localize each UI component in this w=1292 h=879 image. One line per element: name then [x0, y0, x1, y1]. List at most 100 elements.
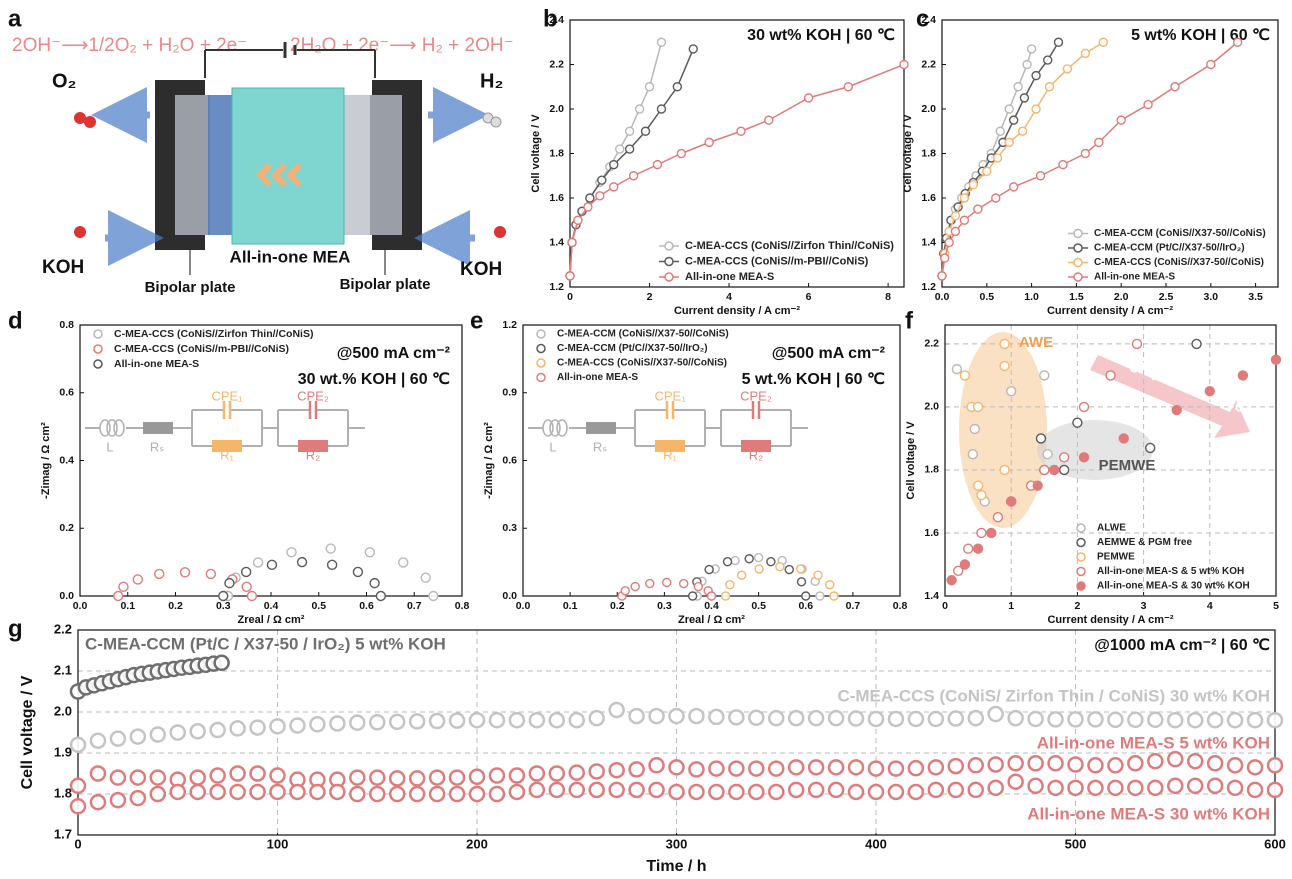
- data-point: [229, 720, 246, 737]
- data-point: [1008, 182, 1019, 192]
- panel-letter: e: [470, 307, 483, 334]
- data-point: [847, 759, 865, 776]
- data-point: [1007, 709, 1024, 727]
- legend-marker: [1076, 537, 1086, 548]
- data-point: [668, 783, 685, 801]
- x-tick-label: 1.5: [1069, 291, 1084, 303]
- species-label: H₂: [480, 70, 503, 92]
- data-point: [1013, 82, 1023, 92]
- data-point: [468, 768, 486, 786]
- data-point: [349, 714, 366, 731]
- data-point: [1026, 44, 1037, 54]
- data-point: [947, 781, 965, 799]
- data-point: [132, 574, 143, 585]
- plot-frame: [77, 629, 1276, 836]
- data-point: [807, 709, 825, 727]
- data-point: [1246, 711, 1264, 729]
- molecule: [494, 226, 506, 238]
- data-point: [428, 590, 439, 602]
- data-point: [189, 783, 206, 801]
- data-point: [329, 715, 346, 732]
- x-tick-label: 5: [1273, 600, 1279, 612]
- data-point: [986, 527, 997, 539]
- legend-label: C-MEA-CCS (CoNiS/ Zirfon Thin / CoNiS) 3…: [837, 686, 1270, 705]
- circuit-label: L: [549, 439, 556, 454]
- y-tick-label: 0.9: [502, 387, 517, 399]
- equation: 2H₂O + 2e⁻⟶ H₂ + 2OH⁻: [290, 35, 514, 56]
- data-point: [662, 577, 672, 588]
- data-point: [807, 781, 825, 799]
- panel-letter: c: [916, 5, 929, 32]
- x-tick-label: 600: [1264, 836, 1286, 851]
- data-point: [567, 237, 577, 248]
- resistor: [655, 440, 685, 452]
- data-point: [69, 777, 87, 795]
- y-tick-label: 1.4: [549, 236, 564, 248]
- data-point: [468, 711, 486, 729]
- chart: 0.0 0.2 0.4 0.6 0.8 0.0 0.1 0.2 0.3 0.4 0.5 0.6 0.7 0…: [8, 307, 469, 626]
- data-point: [588, 781, 605, 799]
- data-point: [597, 175, 607, 185]
- data-point: [754, 564, 764, 574]
- panel-letter: g: [8, 615, 23, 642]
- data-point: [240, 566, 252, 578]
- species-label: KOH: [42, 257, 84, 278]
- y-axis-label: Cell voltage / V: [530, 114, 542, 193]
- data-point: [708, 783, 725, 801]
- x-tick-label: 2: [1074, 600, 1080, 612]
- data-point: [369, 714, 386, 731]
- data-point: [768, 760, 785, 777]
- data-point: [768, 783, 785, 801]
- data-point: [867, 710, 885, 728]
- data-point: [693, 581, 704, 592]
- data-point: [959, 370, 971, 381]
- data-point: [1206, 755, 1224, 772]
- plot-frame: [941, 19, 1279, 288]
- data-point: [1266, 781, 1284, 799]
- data-point: [508, 783, 526, 801]
- data-point: [1087, 711, 1104, 728]
- data-point: [565, 271, 575, 281]
- circuit-label: L: [106, 439, 113, 454]
- data-point: [149, 769, 167, 786]
- legend-label: ALWE: [1097, 523, 1126, 534]
- data-point: [967, 448, 979, 460]
- data-point: [999, 464, 1010, 476]
- data-point: [907, 783, 925, 801]
- x-tick-label: 2: [647, 291, 653, 303]
- data-point: [829, 591, 839, 601]
- data-point: [843, 82, 854, 92]
- legend-marker: [1076, 523, 1086, 533]
- data-point: [488, 711, 506, 729]
- data-point: [1031, 104, 1041, 114]
- data-point: [992, 153, 1003, 163]
- legend-marker: [1076, 552, 1086, 562]
- data-point: [687, 591, 698, 601]
- circuit-label: R₁: [220, 447, 234, 462]
- x-tick-label: 0: [942, 600, 948, 612]
- data-point: [1147, 711, 1164, 729]
- data-point: [69, 798, 87, 815]
- data-point: [1171, 404, 1182, 416]
- data-point: [218, 590, 229, 602]
- data-point: [867, 783, 885, 801]
- data-point: [1031, 70, 1041, 81]
- x-tick-label: 3: [1141, 600, 1147, 612]
- x-tick-label: 300: [666, 836, 688, 851]
- y-tick-label: 1.8: [549, 147, 564, 159]
- legend-label: All-in-one MEA-S: [685, 271, 774, 283]
- legend-label: C-MEA-CCS (CoNiS//Zirfon Thin//CoNiS): [114, 328, 313, 340]
- data-point: [109, 769, 127, 786]
- diagram: a 2OH⁻⟶1/2O₂ + H₂O + 2e⁻ 2H₂O + 2e⁻⟶ H₂ …: [8, 5, 514, 296]
- y-tick-label: 1.6: [549, 192, 564, 204]
- x-tick-label: 0.1: [120, 600, 135, 612]
- legend-marker: [664, 272, 674, 282]
- x-tick-label: 0.7: [846, 600, 861, 612]
- x-axis-label: Time / h: [646, 858, 706, 875]
- x-axis-label: Current density / A cm⁻²: [1047, 305, 1173, 317]
- data-point: [1246, 759, 1264, 776]
- legend-marker: [1076, 581, 1086, 591]
- circuit-label: CPE₁: [211, 388, 243, 403]
- x-tick-label: 400: [865, 836, 887, 851]
